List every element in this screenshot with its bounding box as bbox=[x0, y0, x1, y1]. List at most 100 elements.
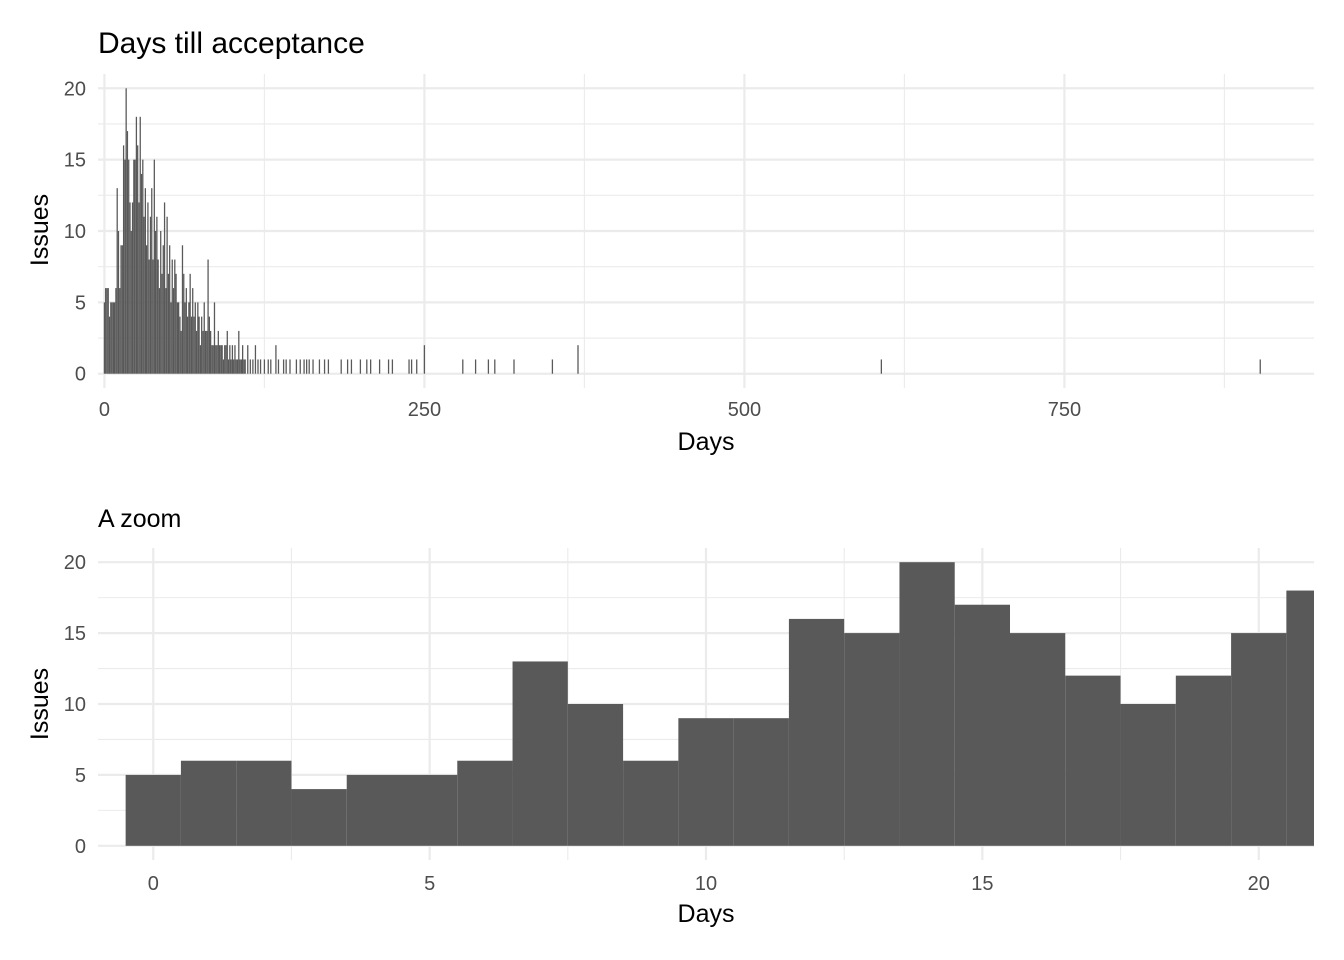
bar bbox=[192, 288, 194, 374]
bar bbox=[124, 159, 126, 374]
y-tick-label: 5 bbox=[75, 765, 86, 787]
bar bbox=[148, 259, 150, 374]
bar bbox=[221, 345, 223, 374]
x-tick-label: 10 bbox=[695, 873, 717, 895]
bar bbox=[180, 330, 182, 374]
bar bbox=[350, 359, 353, 374]
y-tick-label: 0 bbox=[75, 836, 86, 858]
y-tick-label: 15 bbox=[64, 623, 86, 645]
bar bbox=[366, 359, 368, 374]
x-tick-labels: 0 5 10 15 20 bbox=[148, 873, 1270, 895]
y-tick-labels: 0 5 10 15 20 bbox=[64, 78, 86, 385]
bar bbox=[170, 302, 172, 374]
bar bbox=[206, 330, 208, 374]
chart-title: Days till acceptance bbox=[98, 27, 365, 60]
bar bbox=[733, 718, 789, 846]
bar bbox=[157, 259, 159, 374]
bar bbox=[1010, 633, 1066, 846]
panel-a-zoom: A zoom 0 5 10 15 20 0 5 10 15 20 Days Issues bbox=[26, 505, 1314, 928]
bar bbox=[391, 359, 394, 374]
bar bbox=[183, 273, 185, 374]
bar bbox=[143, 216, 145, 374]
x-tick-label: 250 bbox=[408, 399, 441, 421]
bar bbox=[201, 316, 203, 374]
y-tick-label: 10 bbox=[64, 694, 86, 716]
bar bbox=[106, 288, 108, 374]
bar bbox=[224, 345, 226, 374]
bar bbox=[216, 345, 218, 374]
bar bbox=[1065, 675, 1121, 846]
bar bbox=[239, 359, 241, 374]
bar bbox=[151, 188, 153, 374]
bar bbox=[236, 359, 239, 374]
bar bbox=[306, 359, 308, 374]
bar bbox=[340, 359, 342, 374]
y-axis-title: Issues bbox=[26, 668, 54, 740]
bar bbox=[247, 345, 249, 374]
bar bbox=[117, 231, 120, 374]
bars bbox=[103, 88, 1261, 374]
bar bbox=[108, 316, 111, 374]
bar bbox=[474, 359, 477, 374]
bar bbox=[678, 718, 734, 846]
bar bbox=[165, 288, 167, 374]
bar bbox=[1259, 359, 1261, 374]
bar bbox=[229, 345, 231, 374]
bar bbox=[222, 359, 225, 374]
bar bbox=[323, 359, 326, 374]
bar bbox=[115, 288, 117, 374]
bar bbox=[218, 345, 221, 374]
bar bbox=[114, 302, 116, 374]
bar bbox=[234, 345, 236, 374]
x-tick-label: 0 bbox=[148, 873, 159, 895]
bar bbox=[213, 302, 216, 374]
bar bbox=[167, 273, 170, 374]
bar bbox=[270, 359, 272, 374]
bar bbox=[105, 288, 107, 374]
bar bbox=[176, 302, 178, 374]
bar bbox=[122, 145, 125, 374]
bar bbox=[220, 345, 222, 374]
bar bbox=[249, 359, 251, 374]
bar bbox=[144, 188, 146, 374]
bar bbox=[295, 359, 298, 374]
bar bbox=[197, 302, 199, 374]
bar bbox=[166, 216, 168, 374]
bar bbox=[243, 359, 245, 374]
bar bbox=[160, 231, 162, 374]
bar bbox=[185, 288, 187, 374]
bar bbox=[1231, 633, 1287, 846]
bar bbox=[175, 273, 177, 374]
bar bbox=[153, 159, 155, 374]
bar bbox=[303, 359, 305, 374]
bar bbox=[130, 231, 132, 374]
bar bbox=[289, 359, 291, 374]
bar bbox=[899, 562, 955, 846]
bar bbox=[513, 359, 515, 374]
bar bbox=[186, 316, 189, 374]
bar bbox=[125, 774, 181, 846]
bar bbox=[299, 359, 301, 374]
bar bbox=[327, 359, 330, 374]
bar bbox=[146, 245, 148, 374]
bar bbox=[163, 202, 166, 374]
chart-title: A zoom bbox=[98, 505, 181, 533]
bar bbox=[788, 618, 845, 846]
bar bbox=[203, 302, 205, 374]
gridlines bbox=[98, 74, 1314, 388]
bar bbox=[142, 159, 144, 374]
bar bbox=[423, 345, 426, 374]
bar bbox=[954, 604, 1010, 846]
y-tick-label: 15 bbox=[64, 150, 86, 172]
bar bbox=[257, 359, 259, 374]
bar bbox=[494, 359, 496, 374]
bar bbox=[139, 116, 141, 374]
bar bbox=[121, 245, 123, 374]
bar bbox=[551, 359, 554, 374]
bar bbox=[231, 345, 234, 374]
bar bbox=[308, 359, 310, 374]
bar bbox=[116, 188, 118, 374]
bar bbox=[202, 330, 204, 374]
bar bbox=[346, 359, 349, 374]
